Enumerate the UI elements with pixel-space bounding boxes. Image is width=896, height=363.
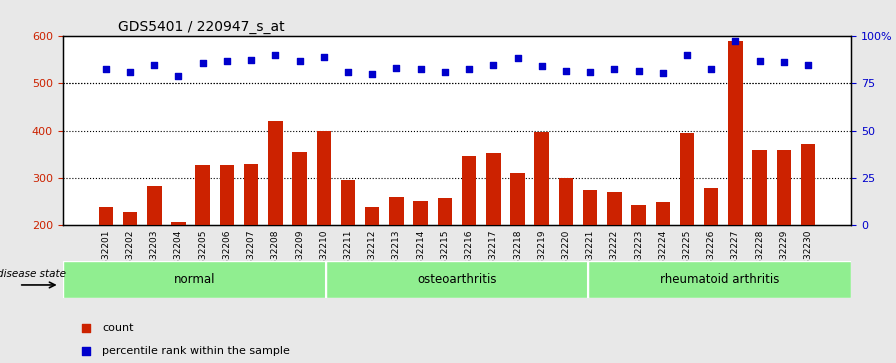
Point — [680, 52, 694, 58]
Point — [365, 71, 379, 77]
Bar — [195, 165, 210, 319]
Point — [665, 225, 679, 231]
Text: percentile rank within the sample: percentile rank within the sample — [102, 346, 290, 356]
Bar — [486, 153, 501, 319]
Bar — [801, 144, 815, 319]
Bar — [389, 197, 404, 319]
Point — [704, 66, 719, 72]
Text: normal: normal — [174, 273, 215, 286]
Bar — [316, 131, 331, 319]
Point — [656, 70, 670, 76]
Text: rheumatoid arthritis: rheumatoid arthritis — [660, 273, 780, 286]
Point — [340, 69, 355, 75]
Point — [559, 68, 573, 74]
Bar — [777, 151, 791, 319]
Bar — [607, 192, 622, 319]
Point — [753, 58, 767, 64]
Bar — [268, 121, 282, 319]
Point — [437, 69, 452, 75]
Point — [268, 52, 282, 58]
Point — [195, 60, 210, 66]
Point — [607, 66, 622, 72]
Point — [511, 56, 525, 61]
Point — [535, 63, 549, 69]
Text: osteoarthritis: osteoarthritis — [418, 273, 496, 286]
FancyBboxPatch shape — [63, 261, 325, 298]
Bar — [123, 212, 137, 319]
Bar — [534, 132, 549, 319]
Point — [292, 58, 306, 64]
Point — [171, 74, 185, 79]
Bar — [510, 173, 525, 319]
Bar — [656, 203, 670, 319]
Point — [583, 69, 598, 75]
Point — [99, 66, 113, 72]
Point — [389, 65, 403, 71]
Point — [487, 62, 501, 68]
Point — [220, 58, 234, 64]
Bar — [583, 189, 598, 319]
Bar — [340, 180, 355, 319]
Bar — [244, 164, 258, 319]
Point — [413, 66, 427, 72]
Bar — [559, 178, 573, 319]
FancyBboxPatch shape — [589, 261, 851, 298]
Bar — [680, 133, 694, 319]
FancyBboxPatch shape — [325, 261, 589, 298]
Text: GDS5401 / 220947_s_at: GDS5401 / 220947_s_at — [118, 20, 285, 34]
Point — [801, 62, 815, 68]
Bar — [632, 205, 646, 319]
Bar — [704, 188, 719, 319]
Bar — [753, 151, 767, 319]
Point — [316, 54, 331, 60]
Bar — [220, 165, 234, 319]
Point — [123, 69, 137, 75]
Text: count: count — [102, 323, 134, 333]
Point — [777, 59, 791, 65]
Text: disease state: disease state — [0, 269, 66, 279]
Bar — [292, 152, 306, 319]
Point — [147, 62, 161, 68]
Bar — [728, 41, 743, 319]
Point — [665, 14, 679, 20]
Bar — [99, 207, 113, 319]
Point — [728, 38, 743, 44]
Point — [632, 68, 646, 74]
Bar — [461, 156, 477, 319]
Point — [244, 57, 258, 63]
Bar — [413, 200, 428, 319]
Bar — [171, 222, 185, 319]
Point — [462, 66, 477, 72]
Bar — [437, 198, 452, 319]
Bar — [147, 186, 161, 319]
Bar — [365, 207, 380, 319]
